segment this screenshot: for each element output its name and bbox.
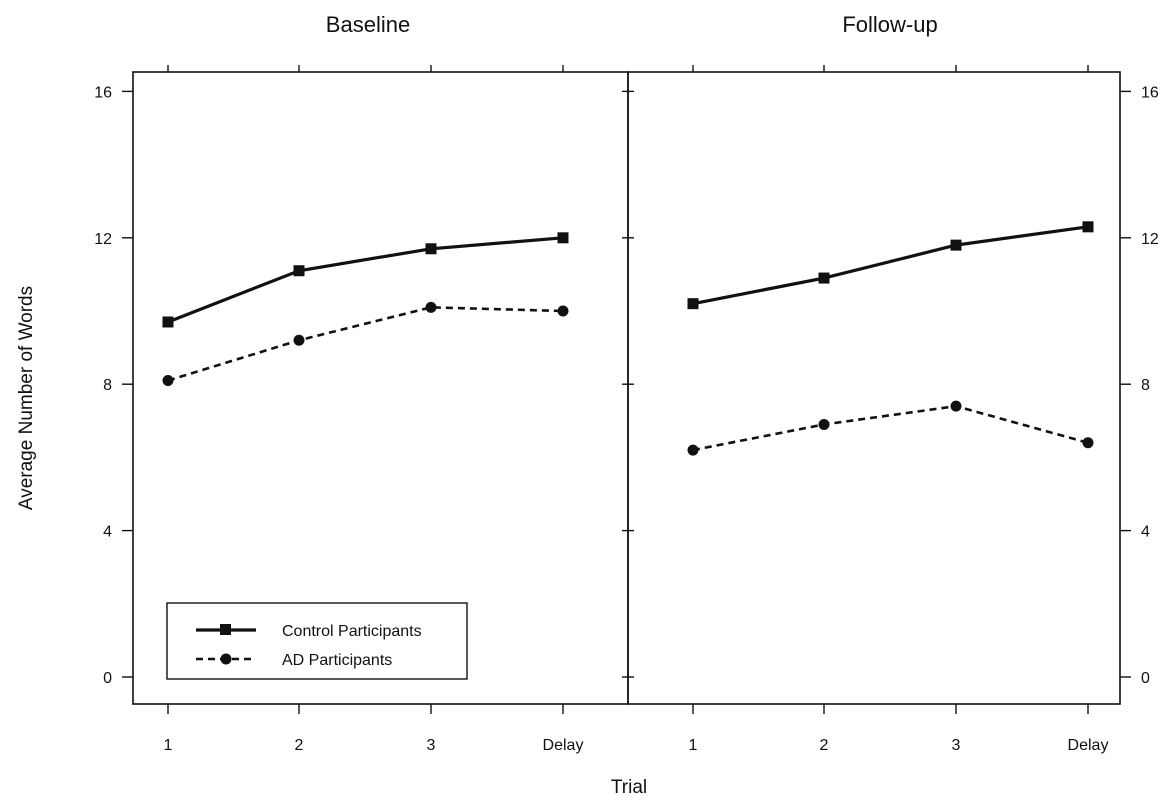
baseline-ad-point <box>425 301 437 313</box>
right-y-axis: 0 4 8 12 16 <box>1120 84 1159 687</box>
legend-ad-marker <box>220 653 232 665</box>
x-tick-label: Delay <box>1068 737 1109 754</box>
baseline-control-point <box>162 316 174 328</box>
legend-ad-label: AD Participants <box>282 652 392 669</box>
x-axes: 1 2 3 Delay 1 2 3 Delay <box>164 65 1109 754</box>
baseline-ad-point <box>293 334 305 346</box>
left-y-tick-label: 8 <box>103 377 112 394</box>
x-tick-label: 1 <box>689 737 698 754</box>
followup-ad-point <box>687 444 699 456</box>
baseline-ad-point <box>162 375 174 387</box>
x-axis-label: Trial <box>611 777 647 798</box>
legend: Control Participants AD Participants <box>166 602 468 680</box>
followup-title: Follow-up <box>842 12 937 37</box>
followup-frame <box>627 71 1121 705</box>
x-tick-label: 3 <box>952 737 961 754</box>
right-y-tick-label: 4 <box>1141 524 1150 541</box>
baseline-control-line <box>167 236 564 324</box>
right-y-tick-label: 0 <box>1141 670 1150 687</box>
followup-panel: Follow-up <box>627 12 1121 705</box>
baseline-control-point <box>557 232 569 244</box>
followup-ad-point <box>950 400 962 412</box>
y-axis-label: Average Number of Words <box>16 286 37 510</box>
legend-box <box>166 602 468 680</box>
left-y-tick-label: 16 <box>94 84 112 101</box>
x-tick-label: Delay <box>543 737 584 754</box>
baseline-ad-line <box>167 306 564 382</box>
baseline-control-point <box>425 243 437 255</box>
left-y-axis: 0 4 8 12 16 <box>94 84 634 687</box>
left-y-tick-label: 12 <box>94 231 112 248</box>
legend-control-label: Control Participants <box>282 623 422 640</box>
right-y-tick-label: 8 <box>1141 377 1150 394</box>
left-y-tick-label: 0 <box>103 670 112 687</box>
followup-control-line <box>692 225 1089 306</box>
baseline-title: Baseline <box>326 12 410 37</box>
right-y-tick-label: 16 <box>1141 84 1159 101</box>
followup-control-point <box>950 239 962 251</box>
followup-control-point <box>818 272 830 284</box>
x-tick-label: 1 <box>164 737 173 754</box>
baseline-panel: Baseline <box>132 12 629 705</box>
baseline-ad-point <box>557 305 569 317</box>
right-y-tick-label: 12 <box>1141 231 1159 248</box>
followup-control-point <box>1082 221 1094 233</box>
left-y-tick-label: 4 <box>103 524 112 541</box>
legend-control-marker <box>220 624 231 635</box>
followup-ad-point <box>818 418 830 430</box>
baseline-control-point <box>293 265 305 277</box>
followup-ad-line <box>692 404 1089 452</box>
x-tick-label: 3 <box>427 737 436 754</box>
x-tick-label: 2 <box>295 737 304 754</box>
series-layer <box>162 221 1094 456</box>
followup-ad-point <box>1082 437 1094 449</box>
x-tick-label: 2 <box>820 737 829 754</box>
followup-control-point <box>687 298 699 310</box>
